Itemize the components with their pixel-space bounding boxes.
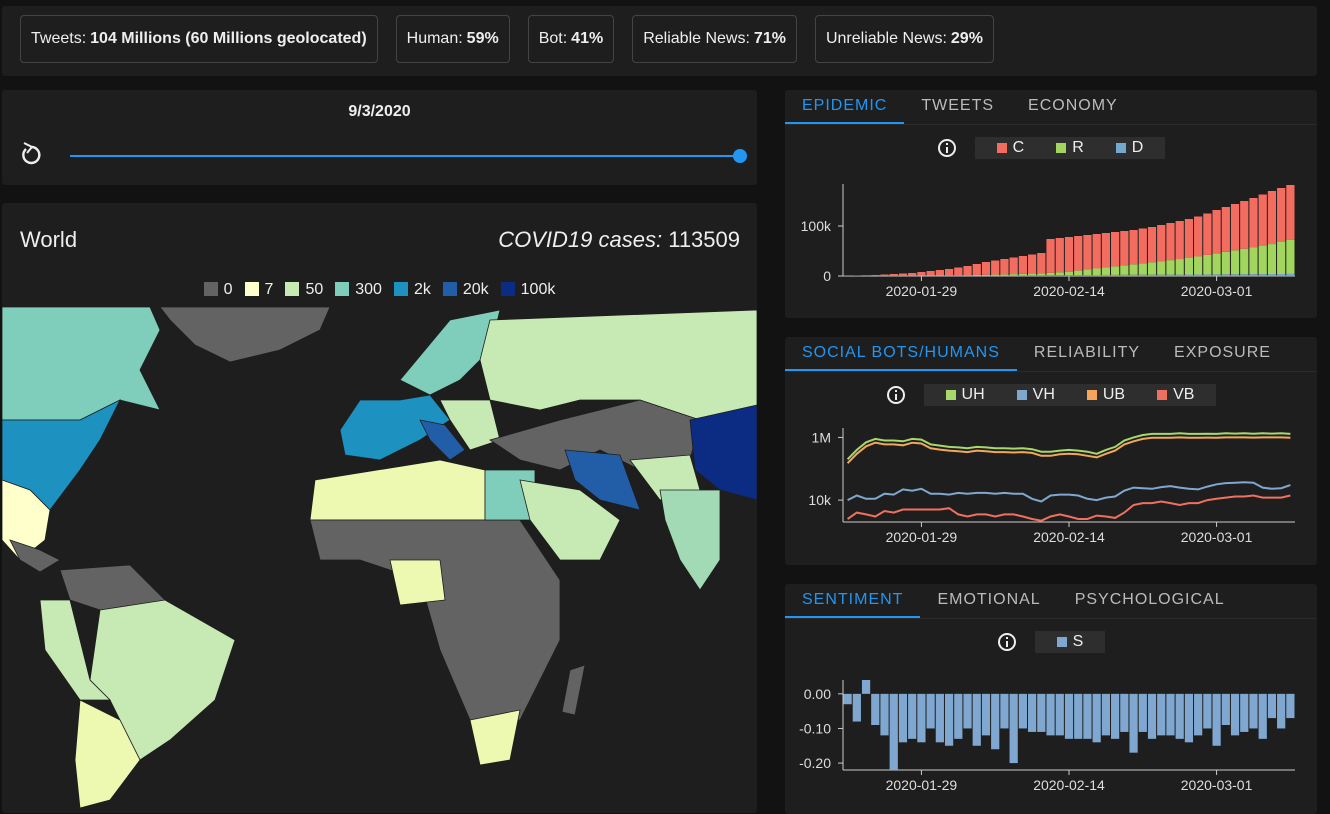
- legend-item: C: [981, 139, 1041, 157]
- legend-swatch: [1017, 390, 1027, 400]
- legend-label: UH: [962, 386, 985, 404]
- legend-label: R: [1072, 139, 1084, 157]
- legend-label: UB: [1103, 386, 1125, 404]
- legend-swatch: [997, 143, 1007, 153]
- legend-item: VB: [1141, 386, 1210, 404]
- legend-swatch: [1056, 143, 1066, 153]
- legend-swatch: [1157, 390, 1167, 400]
- legend-item: S: [1041, 633, 1100, 651]
- legend-swatch: [1087, 390, 1097, 400]
- stat-value: 29%: [951, 30, 983, 47]
- stat-label: Unreliable News:: [826, 30, 947, 47]
- tab[interactable]: EXPOSURE: [1157, 337, 1288, 371]
- legend-item: R: [1040, 139, 1100, 157]
- tab[interactable]: SENTIMENT: [785, 584, 920, 618]
- stat-value: 71%: [754, 30, 786, 47]
- info-icon[interactable]: [937, 138, 957, 158]
- world-map: [0, 0, 757, 808]
- legend-swatch: [1116, 143, 1126, 153]
- legend-item: D: [1100, 139, 1160, 157]
- tab[interactable]: EMOTIONAL: [920, 584, 1057, 618]
- legend-item: VH: [1001, 386, 1071, 404]
- tab[interactable]: ECONOMY: [1011, 90, 1135, 124]
- tab[interactable]: TWEETS: [904, 90, 1011, 124]
- legend-label: D: [1132, 139, 1144, 157]
- legend-swatch: [1057, 637, 1067, 647]
- legend-label: VH: [1033, 386, 1055, 404]
- stat-box[interactable]: Unreliable News:29%: [815, 15, 994, 63]
- info-icon[interactable]: [997, 632, 1017, 652]
- legend-label: VB: [1173, 386, 1194, 404]
- legend-swatch: [946, 390, 956, 400]
- legend-item: UH: [930, 386, 1001, 404]
- legend: S: [1035, 631, 1106, 653]
- tab[interactable]: RELIABILITY: [1017, 337, 1157, 371]
- legend: UH VH UB VB: [924, 384, 1217, 406]
- legend-item: UB: [1071, 386, 1141, 404]
- tab[interactable]: SOCIAL BOTS/HUMANS: [785, 337, 1017, 371]
- info-icon[interactable]: [886, 385, 906, 405]
- tab[interactable]: EPIDEMIC: [785, 90, 904, 124]
- legend-label: C: [1013, 139, 1025, 157]
- legend-label: S: [1073, 633, 1084, 651]
- tab[interactable]: PSYCHOLOGICAL: [1058, 584, 1242, 618]
